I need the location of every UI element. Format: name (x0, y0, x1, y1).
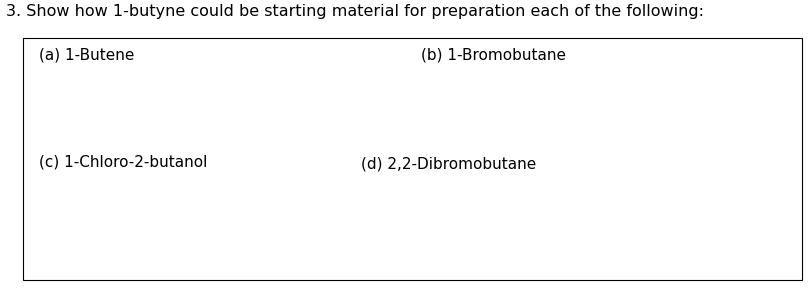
Text: (b) 1-Bromobutane: (b) 1-Bromobutane (420, 48, 565, 62)
Text: (c) 1-Chloro-2-butanol: (c) 1-Chloro-2-butanol (39, 154, 207, 169)
Text: (d) 2,2-Dibromobutane: (d) 2,2-Dibromobutane (361, 157, 536, 172)
Text: 3. Show how 1-butyne could be starting material for preparation each of the foll: 3. Show how 1-butyne could be starting m… (6, 4, 704, 19)
Bar (23, 38, 801, 280)
Text: (a) 1-Butene: (a) 1-Butene (39, 48, 134, 62)
